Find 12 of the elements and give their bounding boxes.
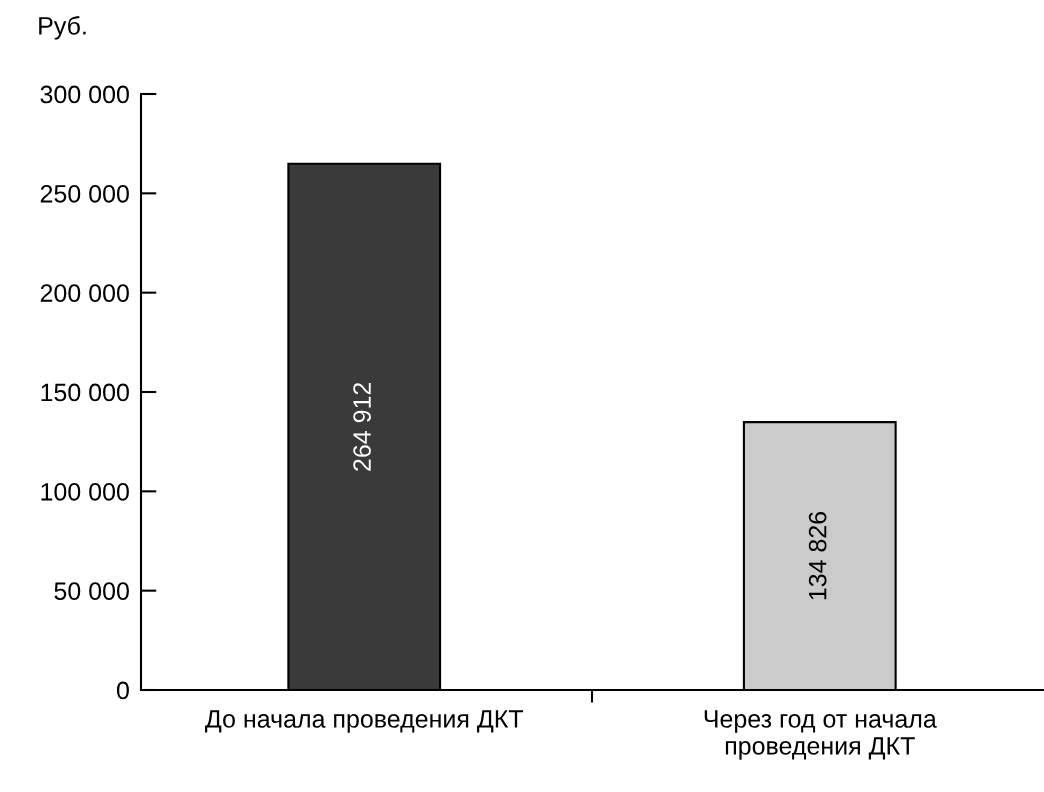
y-tick-label: 200 000 [40,284,129,302]
data-label: 134 826 [808,511,827,600]
y-axis-title: Руб. [39,16,86,40]
x-tick-label: Через год от начала проведения ДКТ [704,710,937,760]
x-tick-label: До начала проведения ДКТ [205,710,524,733]
data-label: 264 912 [353,382,371,471]
y-tick-label: 50 000 [54,582,129,600]
y-tick-label: 250 000 [40,184,129,203]
y-tick-label: 100 000 [41,482,129,501]
y-tick-label: 300 000 [40,85,129,104]
y-tick-label: 150 000 [41,383,129,402]
y-tick-label: 0 [116,681,129,700]
